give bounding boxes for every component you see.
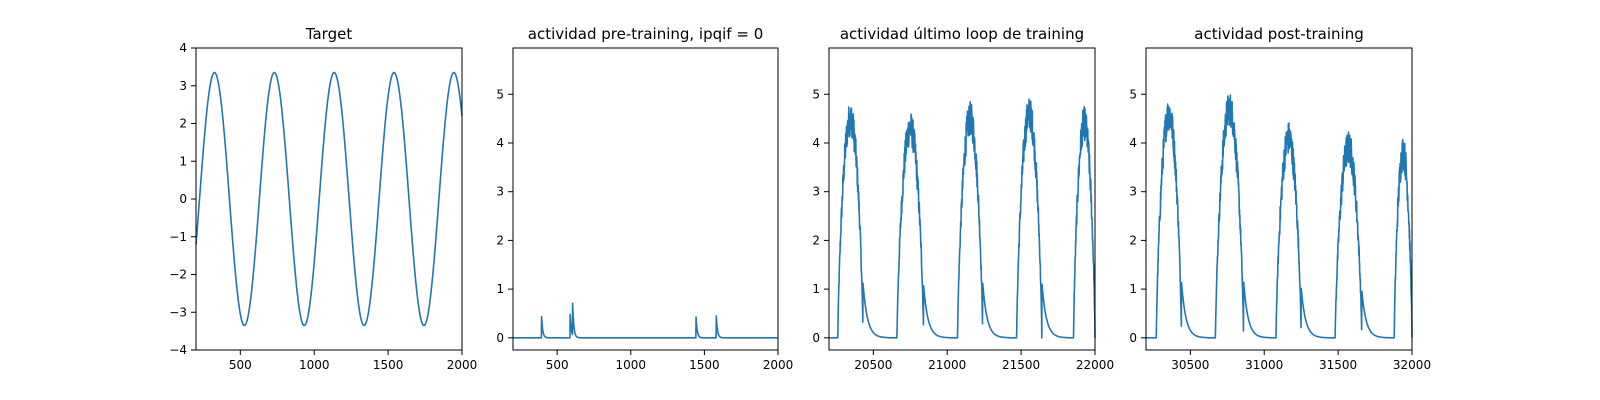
x-tick-label: 500 xyxy=(546,358,569,372)
y-tick-label: 5 xyxy=(1129,87,1137,101)
x-tick-label: 21500 xyxy=(1002,358,1040,372)
x-tick-label: 22000 xyxy=(1076,358,1114,372)
y-tick-label: 3 xyxy=(1129,185,1137,199)
y-tick-label: 3 xyxy=(812,185,820,199)
y-tick-label: 0 xyxy=(1129,331,1137,345)
x-tick-label: 30500 xyxy=(1171,358,1209,372)
y-tick-label: 0 xyxy=(179,192,187,206)
series-line xyxy=(1145,94,1413,339)
x-tick-label: 20500 xyxy=(854,358,892,372)
y-tick-label: 1 xyxy=(496,282,504,296)
x-tick-label: 21000 xyxy=(928,358,966,372)
x-tick-label: 500 xyxy=(229,358,252,372)
y-tick-label: 5 xyxy=(812,87,820,101)
chart-title: actividad pre-training, ipqif = 0 xyxy=(528,25,764,43)
x-tick-label: 2000 xyxy=(763,358,794,372)
y-tick-label: −2 xyxy=(169,268,187,282)
x-tick-label: 1500 xyxy=(373,358,404,372)
y-tick-label: 1 xyxy=(1129,282,1137,296)
y-tick-label: −1 xyxy=(169,230,187,244)
y-tick-label: 0 xyxy=(812,331,820,345)
y-tick-label: −4 xyxy=(169,343,187,357)
y-tick-label: 5 xyxy=(496,87,504,101)
subplot-target: Target 500 1000 1500 2000 −4 −3 −2 −1 0 1 2 3 4 xyxy=(169,25,477,372)
x-tick-label: 1500 xyxy=(689,358,720,372)
axes-frame xyxy=(1145,47,1413,351)
axes-frame xyxy=(828,47,1096,351)
chart-title: Target xyxy=(305,25,353,43)
y-tick-label: 4 xyxy=(496,136,504,150)
x-tick-label: 2000 xyxy=(447,358,478,372)
y-tick-label: 1 xyxy=(812,282,820,296)
y-tick-label: 4 xyxy=(1129,136,1137,150)
x-tick-label: 1000 xyxy=(299,358,330,372)
y-tick-label: 2 xyxy=(496,233,504,247)
axes-frame xyxy=(512,47,779,351)
x-tick-label: 32000 xyxy=(1393,358,1431,372)
subplot-pre-training: actividad pre-training, ipqif = 0 500 1000… xyxy=(496,25,793,372)
series-line xyxy=(195,71,463,327)
y-tick-label: 2 xyxy=(179,117,187,131)
x-tick-label: 31500 xyxy=(1319,358,1357,372)
series-line xyxy=(512,302,779,339)
y-tick-label: 1 xyxy=(179,154,187,168)
chart-title: actividad último loop de training xyxy=(840,25,1084,43)
x-tick-label: 1000 xyxy=(616,358,647,372)
y-tick-label: 3 xyxy=(496,185,504,199)
chart-title: actividad post-training xyxy=(1194,25,1363,43)
y-tick-label: 4 xyxy=(179,41,187,55)
y-tick-label: 2 xyxy=(1129,233,1137,247)
y-tick-label: 3 xyxy=(179,79,187,93)
y-tick-label: −3 xyxy=(169,305,187,319)
series-line xyxy=(828,98,1096,339)
y-tick-label: 2 xyxy=(812,233,820,247)
x-tick-label: 31000 xyxy=(1245,358,1283,372)
y-tick-label: 4 xyxy=(812,136,820,150)
y-tick-label: 0 xyxy=(496,331,504,345)
